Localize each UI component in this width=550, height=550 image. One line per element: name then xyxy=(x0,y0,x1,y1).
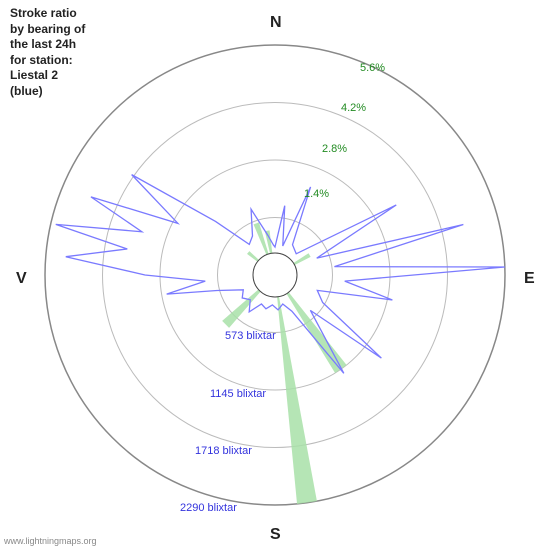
chart-title: Stroke ratio by bearing of the last 24h … xyxy=(10,6,85,100)
attribution: www.lightningmaps.org xyxy=(4,536,97,546)
compass-s: S xyxy=(270,526,281,544)
blue-ring-label: 573 blixtar xyxy=(225,330,276,342)
compass-e: E xyxy=(524,270,535,288)
compass-w: V xyxy=(16,270,27,288)
green-ring-label: 5.6% xyxy=(360,62,385,74)
blue-ring-label: 1718 blixtar xyxy=(195,445,252,457)
green-ring-label: 4.2% xyxy=(341,102,366,114)
blue-ring-label: 1145 blixtar xyxy=(210,388,266,400)
center-hub xyxy=(253,253,297,297)
green-ring-label: 1.4% xyxy=(304,188,329,200)
compass-n: N xyxy=(270,14,282,32)
green-ring-label: 2.8% xyxy=(322,143,347,155)
blue-ring-label: 2290 blixtar xyxy=(180,502,237,514)
